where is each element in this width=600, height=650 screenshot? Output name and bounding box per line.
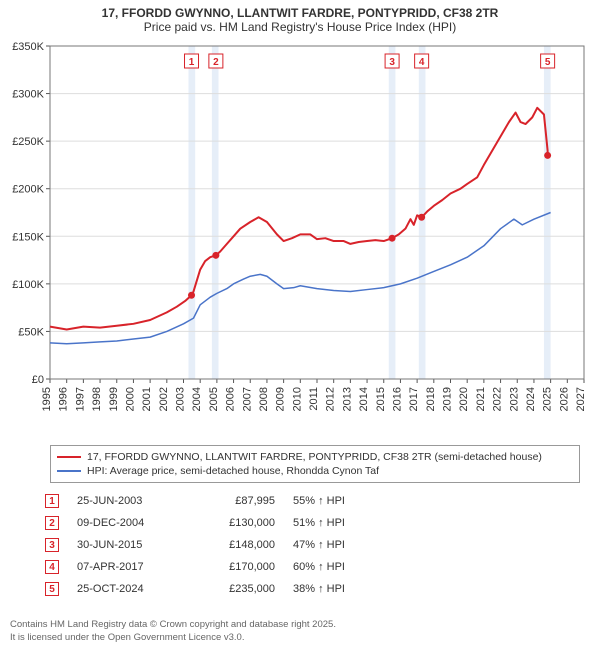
sale-delta: 38% ↑ HPI — [293, 583, 383, 595]
svg-text:2013: 2013 — [341, 387, 353, 411]
svg-text:2008: 2008 — [258, 387, 270, 411]
svg-text:£300K: £300K — [12, 89, 44, 101]
svg-text:1997: 1997 — [74, 387, 86, 411]
sale-date: 30-JUN-2015 — [77, 539, 177, 551]
sale-price: £148,000 — [195, 539, 275, 551]
legend-item: 17, FFORDD GWYNNO, LLANTWIT FARDRE, PONT… — [57, 450, 573, 464]
sale-delta: 47% ↑ HPI — [293, 539, 383, 551]
svg-text:2016: 2016 — [391, 387, 403, 411]
sale-row: 5 25-OCT-2024 £235,000 38% ↑ HPI — [45, 578, 383, 600]
svg-text:£50K: £50K — [18, 326, 44, 338]
svg-text:£350K: £350K — [12, 42, 44, 53]
svg-text:1996: 1996 — [58, 387, 70, 411]
svg-text:1998: 1998 — [91, 387, 103, 411]
svg-text:2003: 2003 — [175, 387, 187, 411]
svg-text:1999: 1999 — [108, 387, 120, 411]
svg-text:2019: 2019 — [442, 387, 454, 411]
svg-text:2004: 2004 — [191, 387, 203, 411]
sale-marker-box: 4 — [45, 560, 59, 574]
title-address: 17, FFORDD GWYNNO, LLANTWIT FARDRE, PONT… — [10, 6, 590, 20]
svg-text:2000: 2000 — [124, 387, 136, 411]
sale-row: 2 09-DEC-2004 £130,000 51% ↑ HPI — [45, 512, 383, 534]
sale-marker-box: 5 — [45, 582, 59, 596]
sale-marker-box: 3 — [45, 538, 59, 552]
svg-text:2027: 2027 — [575, 387, 587, 411]
chart-area: £0 £50K £100K £150K £200K £250K £300K £350K 1995… — [8, 42, 592, 437]
chart-legend: 17, FFORDD GWYNNO, LLANTWIT FARDRE, PONT… — [50, 445, 580, 483]
legend-item: HPI: Average price, semi-detached house,… — [57, 464, 573, 478]
svg-text:2007: 2007 — [241, 387, 253, 411]
sale-price: £170,000 — [195, 561, 275, 573]
line-chart-svg: £0 £50K £100K £150K £200K £250K £300K £350K 1995… — [8, 42, 592, 437]
footer-line1: Contains HM Land Registry data © Crown c… — [10, 619, 336, 631]
legend-label: HPI: Average price, semi-detached house,… — [87, 465, 379, 477]
sale-delta: 60% ↑ HPI — [293, 561, 383, 573]
svg-text:3: 3 — [389, 57, 395, 68]
svg-text:2002: 2002 — [158, 387, 170, 411]
footer-attribution: Contains HM Land Registry data © Crown c… — [10, 619, 336, 644]
legend-swatch — [57, 456, 81, 458]
svg-text:1995: 1995 — [41, 387, 53, 411]
svg-text:2010: 2010 — [291, 387, 303, 411]
sale-price: £235,000 — [195, 583, 275, 595]
svg-text:2022: 2022 — [492, 387, 504, 411]
svg-text:2011: 2011 — [308, 387, 320, 411]
svg-text:2012: 2012 — [325, 387, 337, 411]
sale-row: 3 30-JUN-2015 £148,000 47% ↑ HPI — [45, 534, 383, 556]
svg-text:2021: 2021 — [475, 387, 487, 411]
svg-text:£100K: £100K — [12, 279, 44, 291]
sale-row: 1 25-JUN-2003 £87,995 55% ↑ HPI — [45, 490, 383, 512]
svg-text:4: 4 — [419, 57, 425, 68]
sale-price: £87,995 — [195, 495, 275, 507]
svg-text:1: 1 — [189, 57, 195, 68]
sale-date: 25-OCT-2024 — [77, 583, 177, 595]
svg-text:2005: 2005 — [208, 387, 220, 411]
sale-date: 25-JUN-2003 — [77, 495, 177, 507]
svg-text:2025: 2025 — [542, 387, 554, 411]
svg-text:2023: 2023 — [508, 387, 520, 411]
legend-swatch — [57, 470, 81, 472]
svg-text:2009: 2009 — [275, 387, 287, 411]
svg-text:£0: £0 — [32, 374, 44, 386]
svg-text:2026: 2026 — [558, 387, 570, 411]
svg-text:2: 2 — [213, 57, 219, 68]
sale-delta: 55% ↑ HPI — [293, 495, 383, 507]
svg-text:2024: 2024 — [525, 387, 537, 411]
svg-text:2017: 2017 — [408, 387, 420, 411]
svg-text:2020: 2020 — [458, 387, 470, 411]
svg-text:2001: 2001 — [141, 387, 153, 411]
sale-date: 07-APR-2017 — [77, 561, 177, 573]
svg-text:5: 5 — [545, 57, 551, 68]
svg-text:£250K: £250K — [12, 136, 44, 148]
legend-label: 17, FFORDD GWYNNO, LLANTWIT FARDRE, PONT… — [87, 451, 542, 463]
title-subtitle: Price paid vs. HM Land Registry's House … — [10, 20, 590, 34]
svg-text:2018: 2018 — [425, 387, 437, 411]
sale-date: 09-DEC-2004 — [77, 517, 177, 529]
footer-line2: It is licensed under the Open Government… — [10, 632, 336, 644]
sale-delta: 51% ↑ HPI — [293, 517, 383, 529]
svg-text:£150K: £150K — [12, 231, 44, 243]
sale-price: £130,000 — [195, 517, 275, 529]
svg-text:2015: 2015 — [375, 387, 387, 411]
svg-text:2006: 2006 — [225, 387, 237, 411]
sale-row: 4 07-APR-2017 £170,000 60% ↑ HPI — [45, 556, 383, 578]
svg-text:£200K: £200K — [12, 184, 44, 196]
sale-marker-box: 1 — [45, 494, 59, 508]
svg-text:2014: 2014 — [358, 387, 370, 411]
sales-table: 1 25-JUN-2003 £87,995 55% ↑ HPI 2 09-DEC-2004… — [45, 490, 383, 600]
sale-marker-box: 2 — [45, 516, 59, 530]
chart-title: 17, FFORDD GWYNNO, LLANTWIT FARDRE, PONT… — [0, 0, 600, 38]
